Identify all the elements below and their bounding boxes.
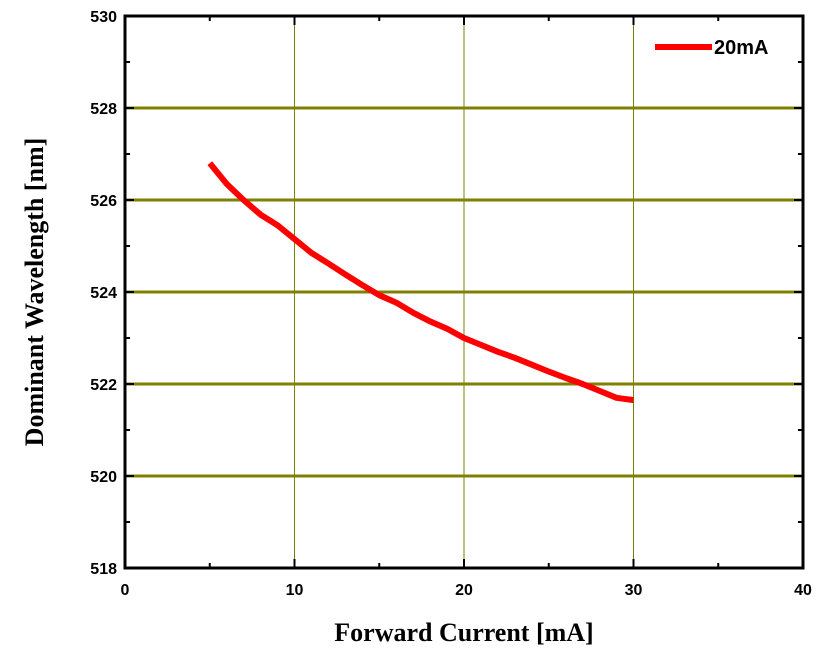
x-tick-label: 0 [121,582,130,599]
y-tick-label: 528 [90,101,117,118]
x-tick-label: 20 [455,582,473,599]
x-tick-label: 30 [625,582,643,599]
y-tick-label: 518 [90,561,117,578]
tick-labels: 0 10 20 30 40 518 520 522 524 526 528 530 [90,9,812,599]
grid-lines [125,16,803,568]
axis-ticks [124,15,804,569]
legend: 20mA [655,37,768,59]
y-tick-label: 522 [90,377,117,394]
series-group [207,161,634,404]
y-tick-label: 524 [90,285,117,302]
y-tick-label: 520 [90,469,117,486]
y-tick-label: 526 [90,193,117,210]
x-tick-label: 10 [286,582,304,599]
legend-label: 20mA [714,37,768,59]
x-tick-label: 40 [794,582,812,599]
y-tick-label: 530 [90,9,117,26]
series-line-20mA [207,161,634,404]
x-axis-title: Forward Current [mA] [334,618,593,647]
y-axis-title: Dominant Wavelength [nm] [20,138,49,447]
